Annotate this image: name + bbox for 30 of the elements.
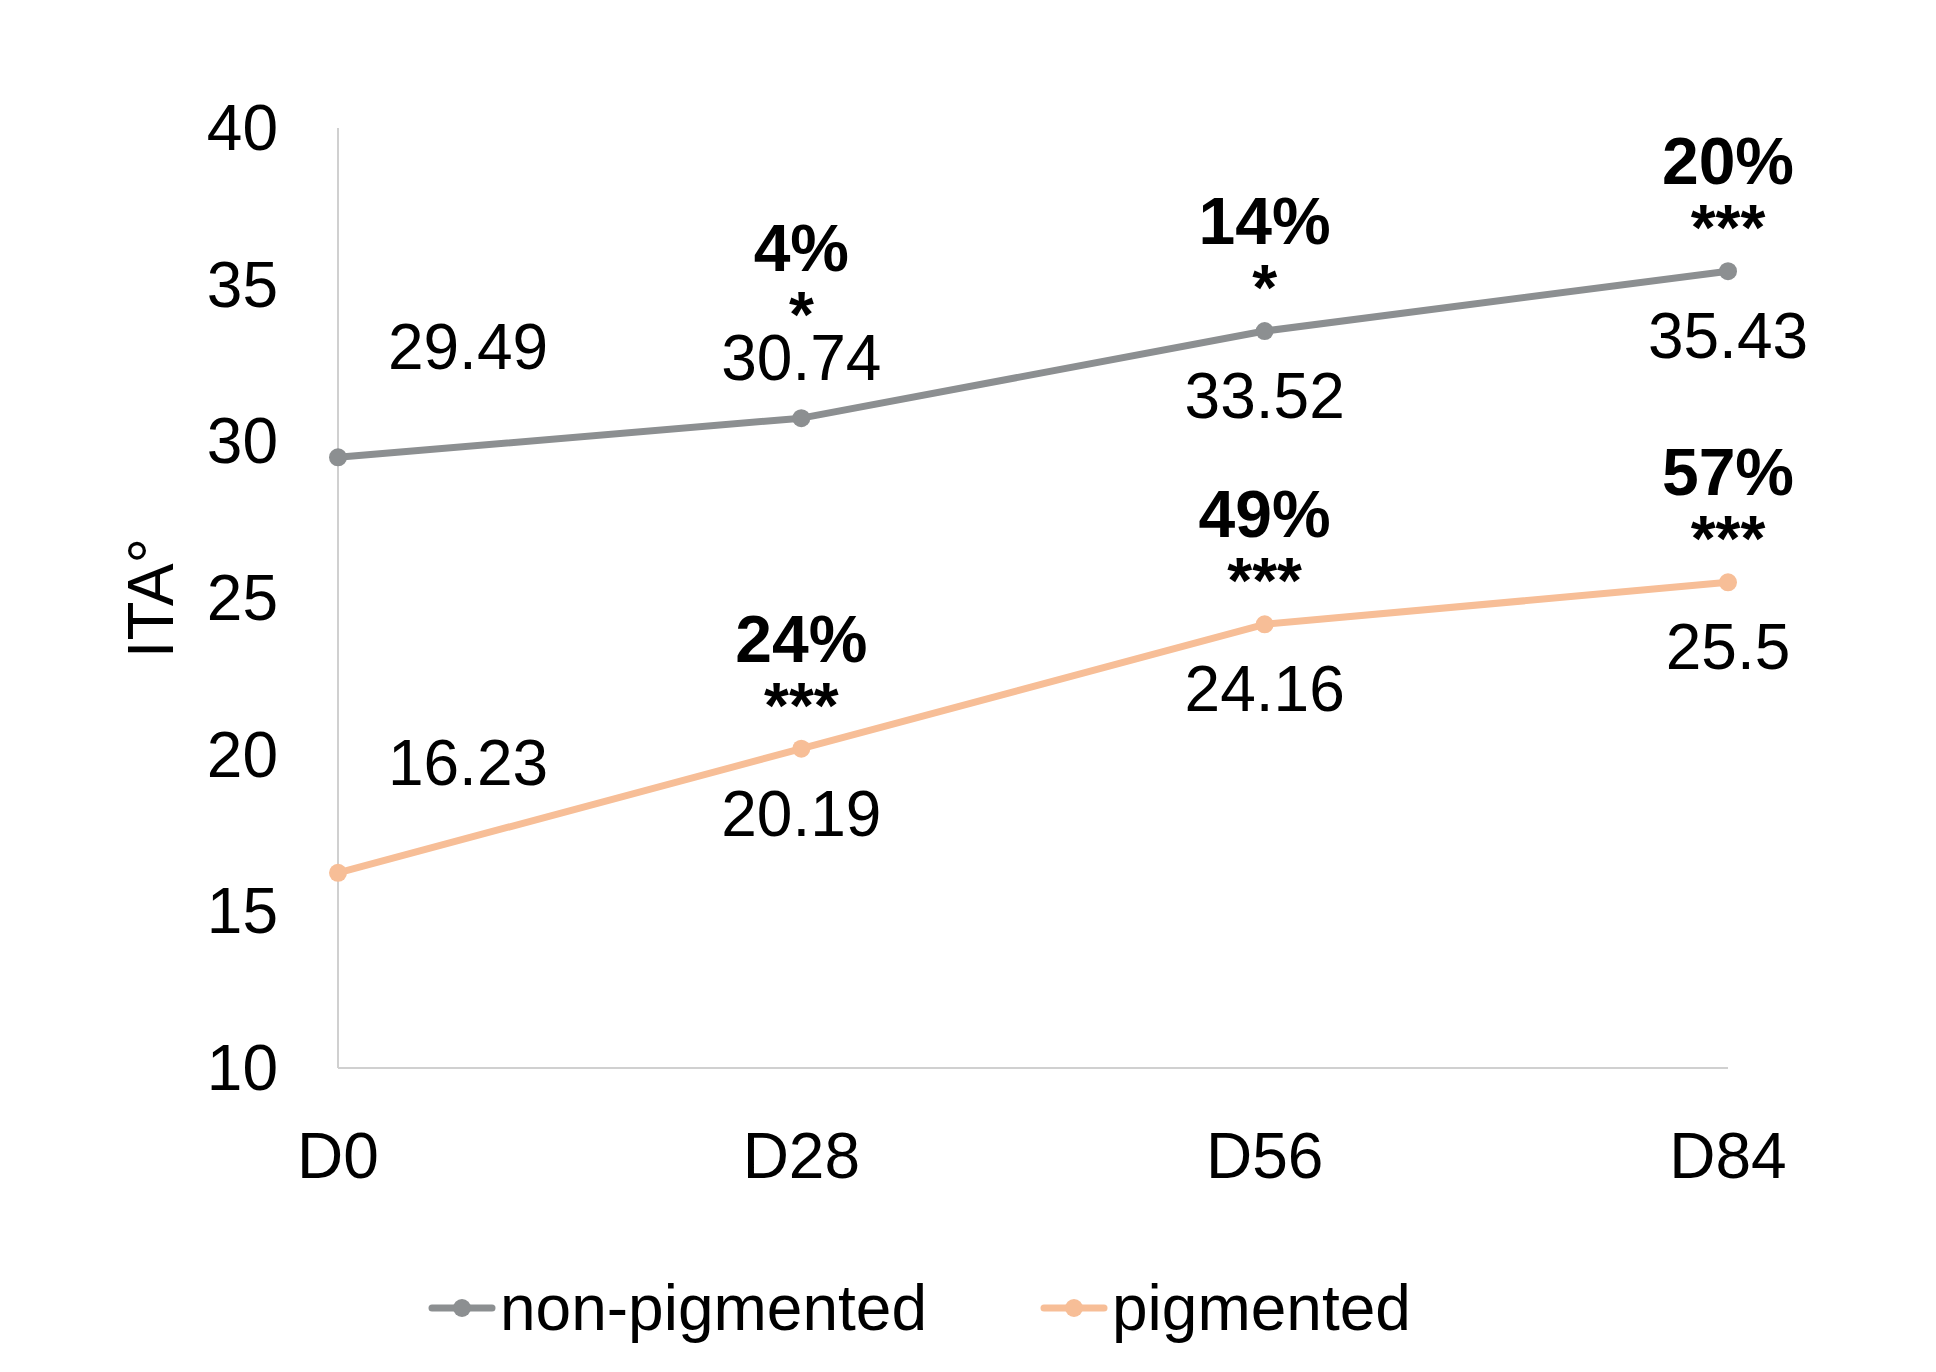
annotation: 4% — [753, 211, 850, 286]
point — [792, 409, 811, 428]
y-tick-label: 25 — [206, 562, 278, 634]
legend-label: pigmented — [1112, 1272, 1411, 1344]
data-label: 24.16 — [1184, 653, 1345, 726]
data-label: 35.43 — [1647, 300, 1809, 373]
y-tick-label: 30 — [206, 405, 278, 478]
data-label: 20.19 — [721, 777, 882, 850]
x-tick-label: D0 — [297, 1120, 379, 1192]
y-tick-label: 15 — [206, 875, 278, 948]
y-tick-label: 10 — [206, 1032, 278, 1104]
data-label: 25.5 — [1665, 611, 1791, 684]
point — [1719, 573, 1737, 592]
point — [1255, 615, 1274, 634]
point — [329, 863, 347, 882]
y-tick-label: 20 — [206, 718, 278, 791]
legend-label: non-pigmented — [500, 1272, 927, 1344]
y-axis-title: ITA° — [115, 537, 187, 659]
point — [792, 739, 811, 758]
y-tick-label: 35 — [206, 248, 278, 321]
y-tick-label: 40 — [206, 92, 278, 164]
point — [1255, 322, 1274, 341]
x-tick-label: D56 — [1205, 1120, 1324, 1192]
x-tick-label: D84 — [1669, 1120, 1787, 1192]
point — [329, 448, 347, 467]
data-label: 33.52 — [1184, 360, 1345, 433]
x-tick-label: D28 — [742, 1120, 861, 1192]
data-label: 29.49 — [387, 311, 549, 384]
point — [1719, 262, 1737, 281]
data-label: 16.23 — [387, 726, 549, 799]
